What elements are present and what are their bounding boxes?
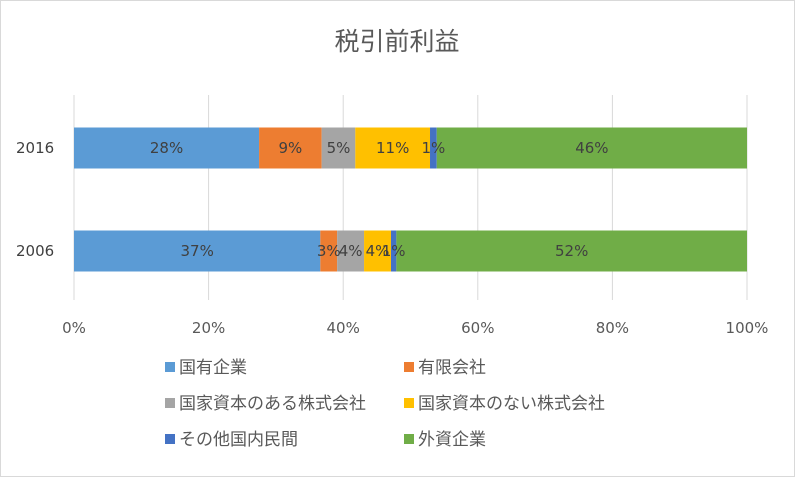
- bar-segment: [259, 127, 322, 169]
- x-axis: 0% 20% 40% 60% 80% 100%: [62, 319, 768, 337]
- data-label: 1%: [382, 242, 406, 260]
- x-tick-label: 20%: [192, 319, 225, 337]
- legend-swatch: [165, 362, 175, 372]
- bar-segment: [321, 127, 356, 169]
- x-tick-label: 0%: [62, 319, 86, 337]
- legend-label: 国家資本のない株式会社: [418, 394, 605, 414]
- legend-swatch: [165, 434, 175, 444]
- bar-segment: [74, 127, 260, 169]
- x-tick-label: 60%: [461, 319, 494, 337]
- data-label: 4%: [366, 242, 390, 260]
- data-label: 28%: [150, 139, 183, 157]
- data-label: 5%: [327, 139, 351, 157]
- category-label: 2016: [16, 139, 54, 157]
- legend-swatch: [404, 434, 414, 444]
- legend-swatch: [165, 398, 175, 408]
- legend-label: 有限会社: [418, 358, 486, 378]
- legend-label: 国有企業: [179, 358, 247, 378]
- data-label: 37%: [180, 242, 213, 260]
- bar-segment: [74, 230, 321, 272]
- data-label: 46%: [575, 139, 608, 157]
- data-label: 3%: [317, 242, 341, 260]
- x-tick-label: 80%: [596, 319, 629, 337]
- data-labels: 28% 9% 5% 11% 1% 46%37% 3%4% 4%1% 52%: [150, 139, 609, 260]
- legend-label: 国家資本のある株式会社: [179, 394, 366, 414]
- category-label: 2006: [16, 242, 54, 260]
- data-label: 1%: [421, 139, 445, 157]
- bar-segment: [430, 127, 437, 169]
- bar-segment: [337, 230, 365, 272]
- bar-segment: [320, 230, 338, 272]
- legend-label: その他国内民間: [179, 430, 298, 450]
- x-tick-label: 100%: [726, 319, 769, 337]
- x-tick-label: 40%: [327, 319, 360, 337]
- legend-label: 外資企業: [418, 430, 486, 450]
- chart-title: 税引前利益: [334, 27, 459, 56]
- data-label: 4%: [339, 242, 363, 260]
- bar-segment: [390, 230, 397, 272]
- bars: [74, 127, 747, 272]
- bar-segment: [396, 230, 747, 272]
- bar-segment: [364, 230, 391, 272]
- legend-swatch: [404, 362, 414, 372]
- bar-segment: [436, 127, 747, 169]
- y-axis: 2016 2006: [16, 139, 54, 260]
- data-label: 11%: [376, 139, 409, 157]
- legend-swatch: [404, 398, 414, 408]
- data-label: 52%: [555, 242, 588, 260]
- bar-segment: [355, 127, 431, 169]
- data-label: 9%: [278, 139, 302, 157]
